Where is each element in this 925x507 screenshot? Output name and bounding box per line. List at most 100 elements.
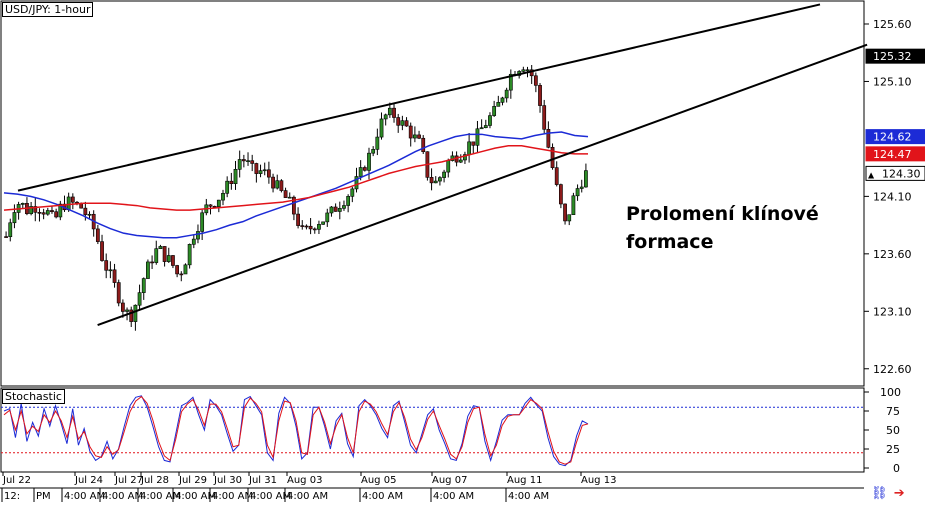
time-axis-label: Aug 05	[361, 475, 396, 486]
candle-body	[246, 160, 250, 162]
bottom-icons: ⛓ ➔	[871, 486, 907, 501]
candle-body	[312, 228, 317, 231]
candle-body	[533, 75, 538, 86]
candle-body	[104, 260, 109, 271]
candle-body	[8, 222, 13, 238]
candle-body	[37, 212, 42, 214]
symbol-label: USD/JPY: 1-hour	[2, 2, 94, 17]
wedge-lower-line	[97, 43, 868, 327]
candle-body	[408, 125, 413, 139]
candle-body	[221, 193, 225, 201]
candle-body	[187, 244, 192, 266]
candle-body	[166, 255, 171, 262]
candle-body	[45, 210, 50, 215]
candle-body	[350, 188, 355, 197]
candle-body	[508, 73, 513, 91]
candle-body	[129, 309, 134, 322]
stochastic-axis-label: 25	[886, 443, 900, 456]
candle-body	[54, 211, 59, 218]
candle-body	[433, 180, 438, 184]
price-badge	[865, 48, 925, 64]
session-label: 4:00 AM	[250, 491, 291, 502]
candle-body	[300, 225, 305, 227]
time-axis-label: Jul 22	[2, 475, 31, 486]
price-badge-label: 124.30	[882, 167, 921, 180]
annotation-line-1: Prolomení klínové	[626, 203, 819, 225]
candle-body	[421, 137, 426, 153]
session-label: 4:00 AM	[175, 491, 216, 502]
candle-body	[379, 118, 384, 138]
time-axis-label: Aug 03	[287, 475, 322, 486]
candle-body	[559, 184, 563, 205]
candle-body	[500, 97, 505, 103]
candle-body	[346, 196, 351, 206]
candle-body	[216, 199, 221, 207]
session-label: 4:00 AM	[64, 491, 105, 502]
candle-body	[463, 154, 467, 161]
price-axis-label: 123.60	[873, 248, 912, 261]
candle-body	[579, 186, 584, 189]
candle-body	[333, 206, 338, 212]
candle-body	[225, 180, 230, 194]
arrow-icon[interactable]: ➔	[893, 486, 905, 501]
price-axis-label: 125.10	[873, 75, 912, 88]
candle-body	[392, 107, 396, 118]
candle-body	[383, 114, 388, 120]
candle-body	[554, 167, 559, 185]
candle-body	[371, 149, 376, 154]
candle-body	[95, 228, 100, 242]
indicator-label: Stochastic	[2, 389, 65, 404]
candle-body	[563, 203, 567, 222]
time-axis-label: Aug 11	[507, 475, 542, 486]
candle-body	[525, 69, 530, 72]
stochastic-d-line	[3, 395, 589, 465]
candle-body	[279, 180, 284, 191]
price-badge-label: 125.32	[873, 50, 912, 63]
candle-body	[538, 85, 542, 106]
candle-body	[400, 120, 405, 126]
candle-body	[271, 176, 275, 189]
candle-body	[571, 195, 576, 215]
candle-body	[358, 167, 363, 177]
candle-body	[467, 141, 471, 155]
link-icon[interactable]: ⛓	[871, 486, 888, 501]
candle-body	[362, 167, 367, 171]
price-axis-label: 122.60	[873, 363, 912, 376]
candle-body	[292, 196, 296, 215]
candle-body	[267, 169, 271, 178]
candle-body	[33, 206, 38, 213]
candle-body	[367, 152, 371, 171]
candle-body	[41, 212, 46, 215]
price-badge	[865, 129, 925, 145]
candle-body	[175, 265, 179, 275]
candle-body	[100, 241, 104, 261]
time-axis-label: Jul 31	[248, 475, 277, 486]
price-axis-label: 125.60	[873, 18, 912, 31]
candle-body	[442, 171, 446, 178]
candle-body	[479, 127, 484, 130]
stochastic-axis-label: 75	[886, 405, 900, 418]
candle-body	[12, 212, 17, 224]
price-axis-label: 124.10	[873, 190, 912, 203]
candle-body	[200, 212, 205, 232]
time-axis-label: Jul 30	[213, 475, 242, 486]
candle-body	[229, 180, 234, 184]
candle-body	[20, 203, 25, 205]
stochastic-axis-label: 50	[886, 424, 900, 437]
candle-body	[70, 196, 75, 203]
candle-body	[304, 225, 309, 228]
moving-average-blue	[3, 131, 589, 239]
candle-body	[438, 177, 442, 182]
candle-body	[542, 105, 547, 130]
candle-body	[108, 269, 113, 272]
candle-body	[150, 261, 154, 264]
wedge-upper-line	[17, 3, 821, 192]
candle-body	[141, 278, 146, 293]
candle-body	[191, 238, 196, 245]
candle-body	[158, 246, 163, 249]
candle-body	[275, 180, 280, 189]
annotation: Prolomení klínové formace	[626, 200, 819, 256]
candle-body	[483, 125, 488, 128]
candle-body	[171, 255, 175, 266]
